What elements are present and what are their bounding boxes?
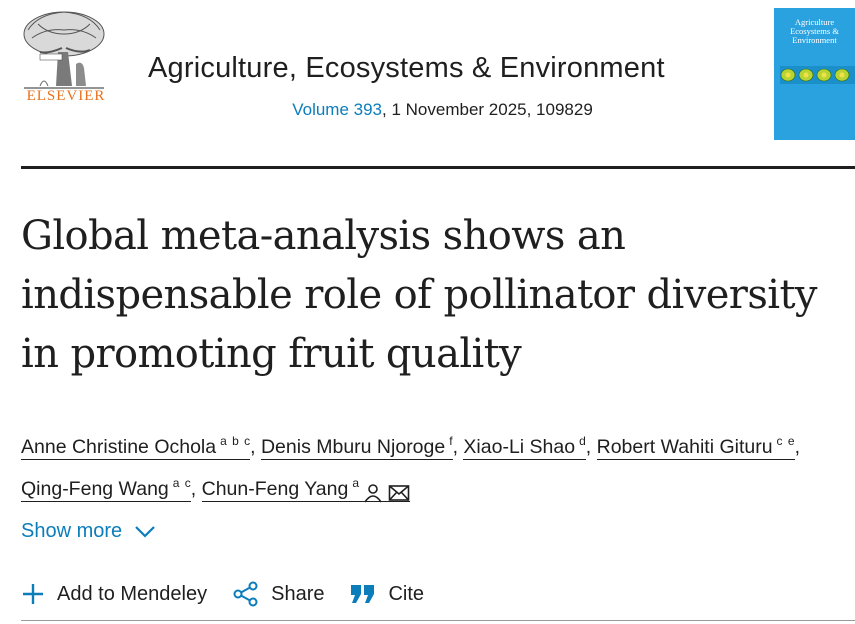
journal-title[interactable]: Agriculture, Ecosystems & Environment: [148, 52, 665, 84]
author-link[interactable]: Xiao-Li Shao d: [463, 434, 586, 460]
author-name: Qing-Feng Wang: [21, 478, 169, 500]
author-affiliation: c e: [776, 434, 795, 448]
author-link[interactable]: Denis Mburu Njoroge f: [260, 434, 453, 460]
volume-link[interactable]: Volume 393: [292, 100, 383, 119]
author-affiliation: f: [449, 434, 453, 448]
journal-cover-image[interactable]: Agriculture Ecosystems & Environment: [774, 8, 855, 140]
cover-title: Agriculture Ecosystems & Environment: [790, 17, 839, 45]
show-more-button[interactable]: Show more: [21, 520, 156, 543]
author-separator: ,: [585, 436, 597, 458]
journal-header: ELSEVIER Agriculture, Ecosystems & Envir…: [0, 0, 855, 168]
elsevier-wordmark: ELSEVIER: [26, 88, 106, 104]
article-actions-bar: Add to Mendeley Share Cite: [21, 578, 450, 610]
author-link[interactable]: Qing-Feng Wang a c: [21, 476, 191, 502]
author-affiliation: a: [352, 476, 360, 490]
author-separator: ,: [250, 436, 261, 458]
elsevier-tree-logo[interactable]: [18, 8, 110, 108]
author-link[interactable]: Anne Christine Ochola a b c: [21, 434, 251, 460]
person-icon: [364, 484, 382, 503]
issue-details: , 1 November 2025, 109829: [382, 100, 593, 119]
author-name: Anne Christine Ochola: [21, 436, 217, 458]
add-to-mendeley-label: Add to Mendeley: [57, 582, 208, 605]
share-icon: [233, 581, 258, 607]
author-link[interactable]: Robert Wahiti Gituru c e: [596, 434, 795, 460]
share-label: Share: [271, 582, 325, 605]
author-separator: ,: [452, 436, 464, 458]
author-name: Denis Mburu Njoroge: [260, 436, 446, 458]
cite-label: Cite: [388, 582, 425, 605]
cover-illustration: [780, 66, 855, 84]
author-icons: [363, 474, 410, 510]
chevron-down-icon: [135, 525, 155, 538]
show-more-label: Show more: [21, 520, 123, 542]
envelope-icon: [389, 485, 410, 501]
author-list: Anne Christine Ochola a b c, Denis Mburu …: [21, 423, 851, 510]
article-title: Global meta-analysis shows an indispensa…: [21, 213, 818, 377]
actions-divider: [21, 620, 855, 621]
share-button[interactable]: Share: [233, 581, 324, 607]
author-affiliation: d: [579, 434, 586, 448]
issue-line: Volume 393, 1 November 2025, 109829: [0, 100, 855, 120]
cite-button[interactable]: Cite: [350, 583, 424, 606]
author-name: Xiao-Li Shao: [463, 436, 576, 458]
author-name: Chun-Feng Yang: [201, 478, 349, 500]
add-to-mendeley-button[interactable]: Add to Mendeley: [21, 582, 207, 606]
author-affiliation: a c: [172, 476, 191, 490]
header-divider: [21, 166, 855, 169]
author-separator: ,: [190, 478, 202, 500]
plus-icon: [23, 584, 43, 604]
author-separator: ,: [794, 436, 800, 458]
quote-icon: [351, 585, 375, 603]
author-affiliation: a b c: [220, 434, 251, 448]
author-link-corresponding[interactable]: Chun-Feng Yang a: [201, 476, 411, 503]
author-name: Robert Wahiti Gituru: [596, 436, 773, 458]
